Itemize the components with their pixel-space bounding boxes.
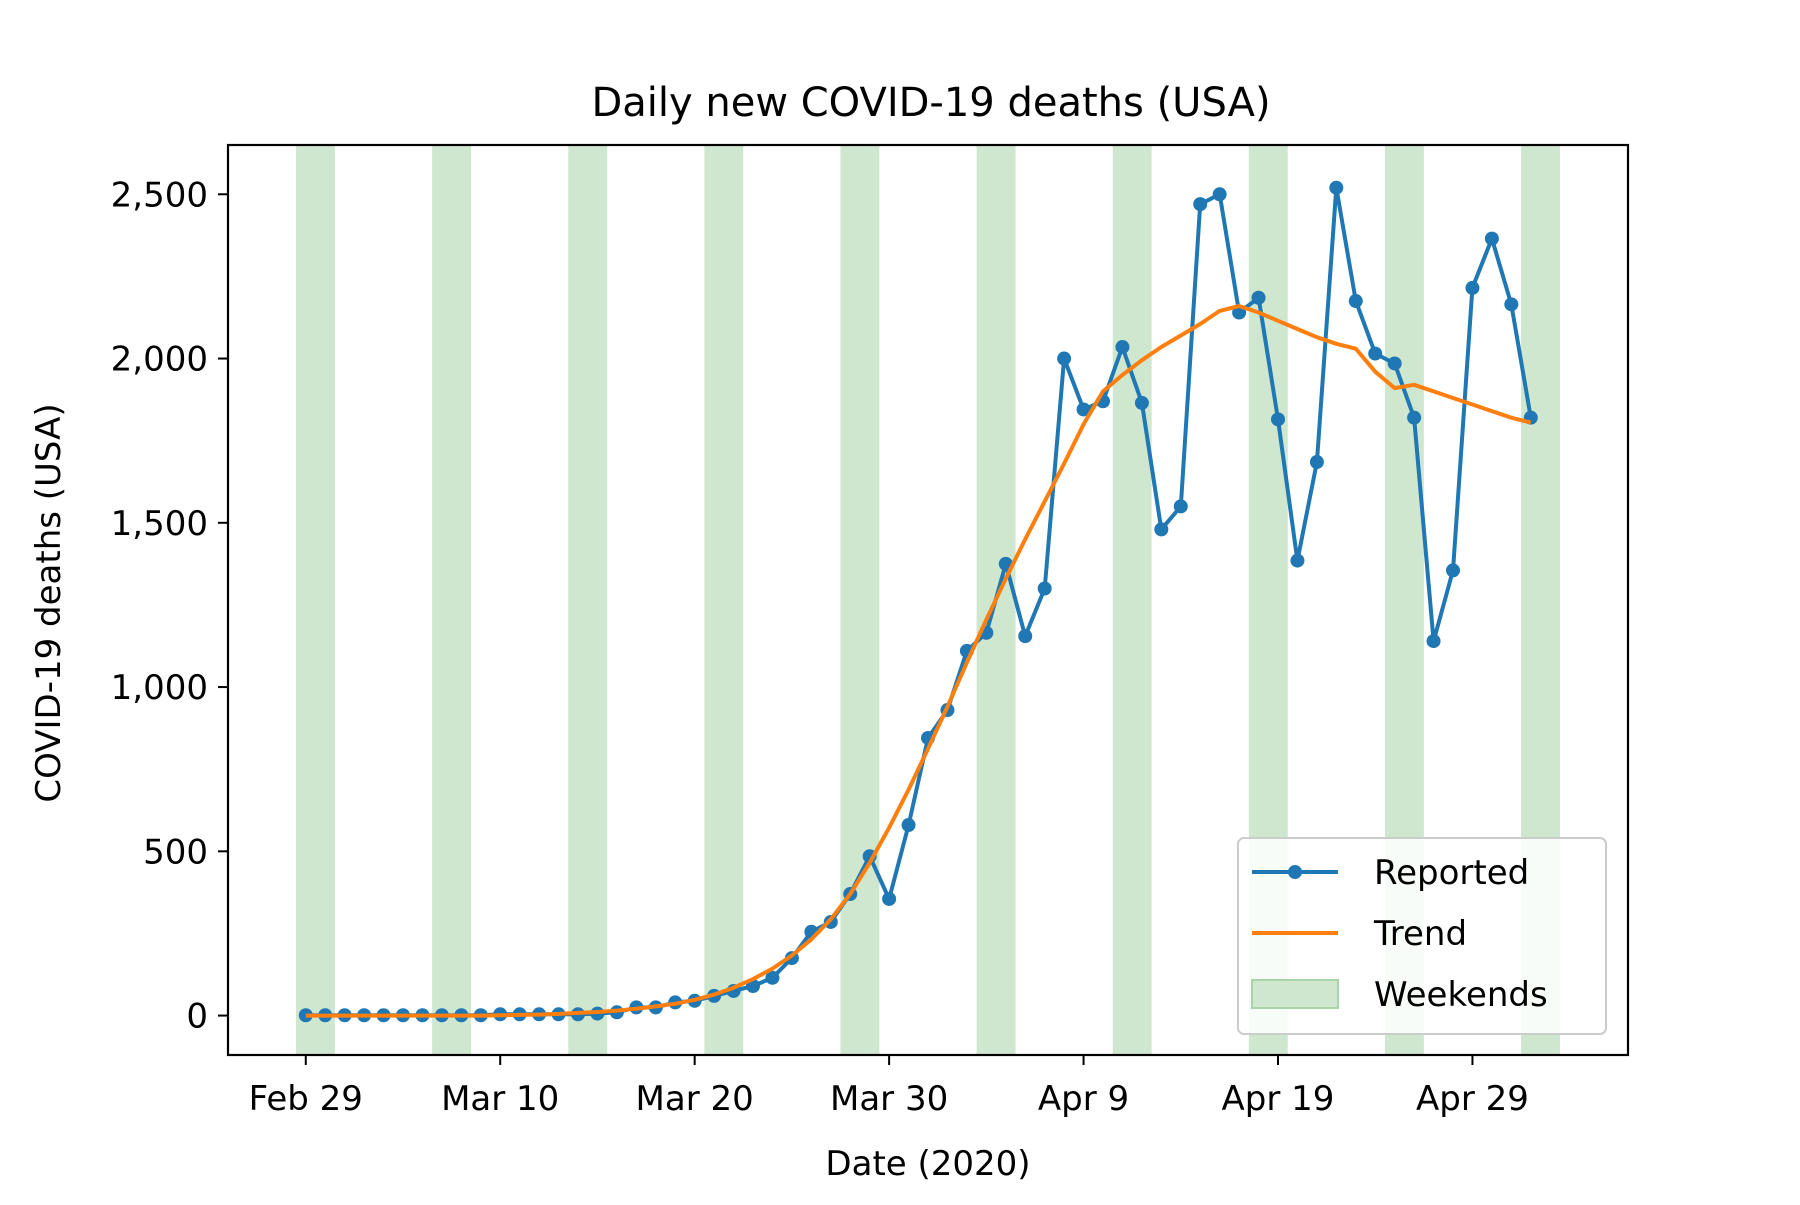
x-tick-label: Mar 30 bbox=[830, 1079, 948, 1119]
reported-point bbox=[1271, 412, 1285, 427]
x-tick-label: Apr 29 bbox=[1416, 1079, 1529, 1119]
chart-title: Daily new COVID-19 deaths (USA) bbox=[591, 80, 1270, 126]
reported-point bbox=[1173, 499, 1188, 514]
reported-point bbox=[1115, 340, 1130, 355]
y-axis-title: COVID-19 deaths (USA) bbox=[29, 403, 69, 802]
x-tick-label: Feb 29 bbox=[249, 1079, 363, 1119]
reported-point bbox=[1290, 553, 1305, 568]
y-tick-label: 2,000 bbox=[111, 340, 208, 380]
legend: Reported Trend Weekends bbox=[1237, 837, 1607, 1035]
x-tick-label: Apr 19 bbox=[1222, 1079, 1335, 1119]
reported-point bbox=[1465, 280, 1480, 295]
reported-point bbox=[1018, 629, 1033, 644]
reported-point bbox=[1504, 297, 1519, 312]
reported-point bbox=[1309, 455, 1324, 470]
y-tick-label: 1,000 bbox=[111, 668, 208, 708]
legend-label-weekends: Weekends bbox=[1374, 975, 1548, 1015]
x-axis-title: Date (2020) bbox=[825, 1144, 1030, 1184]
reported-point bbox=[1076, 402, 1091, 417]
weekend-band bbox=[1112, 145, 1152, 1055]
weekend-band bbox=[840, 145, 880, 1055]
reported-point bbox=[1193, 197, 1208, 212]
legend-label-trend: Trend bbox=[1373, 914, 1467, 954]
reported-point bbox=[1329, 180, 1344, 195]
y-tick-label: 2,500 bbox=[111, 175, 208, 215]
reported-point bbox=[1407, 410, 1422, 425]
legend-marker-reported bbox=[1288, 865, 1302, 879]
reported-point bbox=[1348, 294, 1363, 309]
reported-point bbox=[1154, 522, 1169, 537]
weekend-band bbox=[704, 145, 744, 1055]
y-tick-label: 0 bbox=[186, 997, 208, 1037]
reported-point bbox=[1057, 351, 1072, 366]
reported-point bbox=[1446, 563, 1460, 578]
trend-series-line bbox=[305, 304, 1532, 1018]
y-tick-label: 1,500 bbox=[111, 504, 208, 544]
reported-point bbox=[298, 1008, 313, 1023]
weekend-band bbox=[296, 145, 335, 1055]
y-tick-label: 500 bbox=[143, 832, 208, 872]
x-tick-label: Mar 10 bbox=[441, 1079, 559, 1119]
reported-point bbox=[1368, 346, 1383, 361]
legend-label-reported: Reported bbox=[1374, 853, 1529, 893]
reported-point bbox=[1134, 395, 1149, 410]
reported-point bbox=[1387, 356, 1402, 371]
reported-point bbox=[901, 818, 916, 833]
reported-point bbox=[1037, 581, 1052, 596]
plot-frame bbox=[226, 143, 1630, 1057]
x-tick-label: Apr 9 bbox=[1038, 1079, 1129, 1119]
reported-point bbox=[1212, 187, 1227, 202]
legend-swatch-weekends bbox=[1251, 979, 1339, 1009]
reported-point bbox=[882, 891, 897, 906]
reported-point bbox=[1426, 634, 1441, 649]
reported-point bbox=[1484, 231, 1499, 246]
weekend-band bbox=[432, 145, 472, 1055]
reported-point bbox=[765, 970, 780, 985]
reported-point bbox=[1251, 290, 1266, 305]
x-tick-label: Mar 20 bbox=[636, 1079, 754, 1119]
weekend-band bbox=[568, 145, 608, 1055]
